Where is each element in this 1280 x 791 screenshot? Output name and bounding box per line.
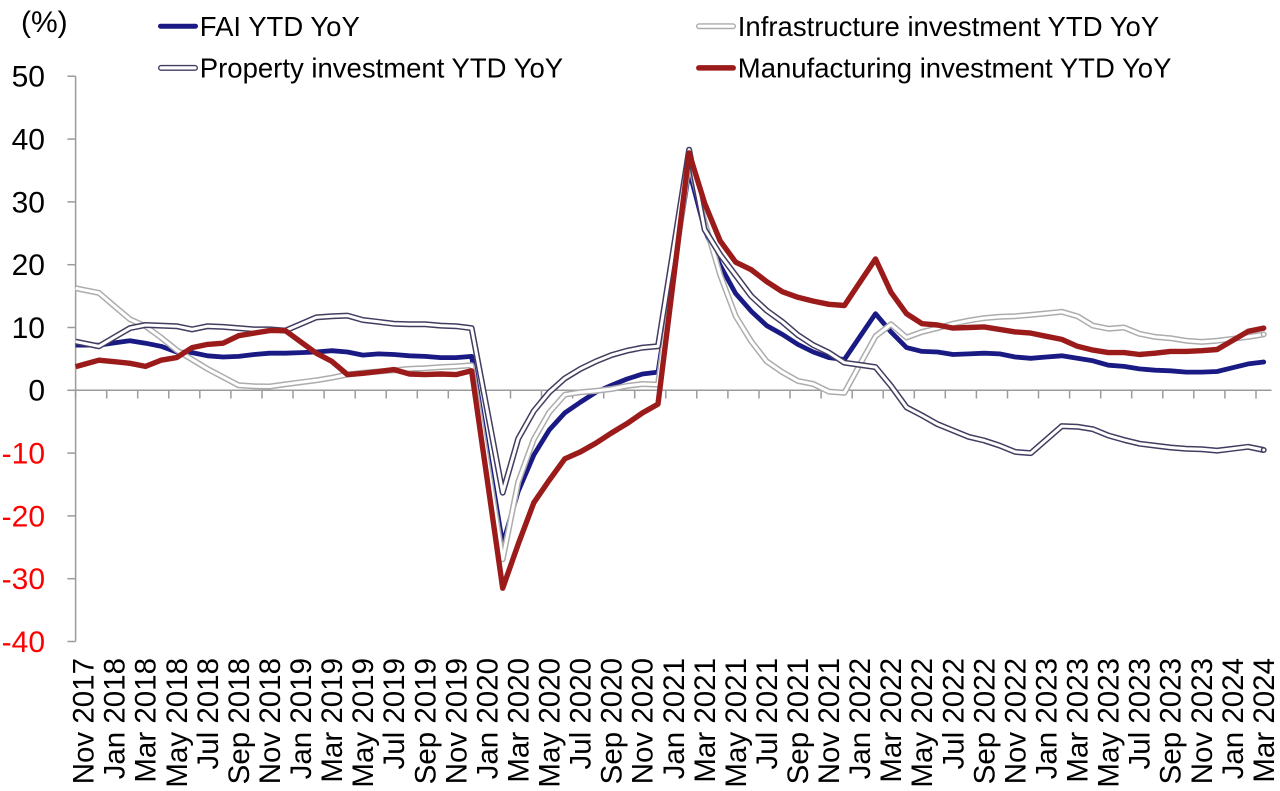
svg-text:May 2023: May 2023: [1093, 658, 1126, 786]
svg-text:Mar 2023: Mar 2023: [1062, 658, 1095, 783]
svg-text:10: 10: [12, 312, 45, 345]
svg-text:0: 0: [28, 375, 45, 408]
svg-text:-40: -40: [2, 626, 45, 659]
svg-text:-10: -10: [2, 438, 45, 471]
svg-text:-30: -30: [2, 563, 45, 596]
svg-text:Jul 2020: Jul 2020: [565, 658, 598, 770]
svg-text:Jan 2018: Jan 2018: [99, 658, 132, 779]
svg-text:Mar 2022: Mar 2022: [875, 658, 908, 783]
svg-text:Jan 2020: Jan 2020: [471, 658, 504, 779]
svg-text:50: 50: [12, 61, 45, 94]
svg-text:Sep 2023: Sep 2023: [1155, 658, 1188, 784]
svg-text:Sep 2019: Sep 2019: [409, 658, 442, 784]
svg-text:Jan 2022: Jan 2022: [844, 658, 877, 779]
svg-text:40: 40: [12, 124, 45, 157]
svg-text:-20: -20: [2, 500, 45, 533]
svg-text:Nov 2020: Nov 2020: [627, 658, 660, 784]
svg-text:20: 20: [12, 249, 45, 282]
svg-text:Jan 2019: Jan 2019: [285, 658, 318, 779]
svg-text:Jan 2024: Jan 2024: [1217, 658, 1250, 779]
svg-text:Sep 2021: Sep 2021: [782, 658, 815, 784]
svg-text:Mar 2020: Mar 2020: [502, 658, 535, 783]
svg-text:May 2022: May 2022: [906, 658, 939, 786]
svg-text:Nov 2022: Nov 2022: [999, 658, 1032, 784]
svg-text:Manufacturing investment YTD Y: Manufacturing investment YTD YoY: [738, 53, 1172, 84]
svg-text:(%): (%): [21, 6, 68, 39]
svg-text:Mar 2018: Mar 2018: [130, 658, 163, 783]
svg-text:Sep 2022: Sep 2022: [968, 658, 1001, 784]
svg-text:May 2021: May 2021: [720, 658, 753, 786]
svg-text:Jan 2023: Jan 2023: [1031, 658, 1064, 779]
svg-text:Nov 2023: Nov 2023: [1186, 658, 1219, 784]
svg-text:May 2018: May 2018: [161, 658, 194, 786]
svg-text:Mar 2019: Mar 2019: [316, 658, 349, 783]
svg-text:Jul 2019: Jul 2019: [378, 658, 411, 770]
svg-text:Jul 2022: Jul 2022: [937, 658, 970, 770]
svg-text:Mar 2021: Mar 2021: [689, 658, 722, 783]
svg-text:Jul 2021: Jul 2021: [751, 658, 784, 770]
svg-text:Jul 2023: Jul 2023: [1124, 658, 1157, 770]
svg-text:Property investment YTD YoY: Property investment YTD YoY: [200, 53, 563, 84]
svg-text:Jan 2021: Jan 2021: [658, 658, 691, 779]
svg-text:30: 30: [12, 186, 45, 219]
svg-text:Sep 2020: Sep 2020: [596, 658, 629, 784]
svg-text:Nov 2019: Nov 2019: [440, 658, 473, 784]
svg-text:Infrastructure investment YTD: Infrastructure investment YTD YoY: [738, 11, 1159, 42]
svg-text:Jul 2018: Jul 2018: [192, 658, 225, 770]
svg-text:May 2020: May 2020: [534, 658, 567, 786]
svg-text:May 2019: May 2019: [347, 658, 380, 786]
svg-text:FAI YTD YoY: FAI YTD YoY: [200, 11, 360, 42]
svg-text:Sep 2018: Sep 2018: [223, 658, 256, 784]
svg-text:Nov 2018: Nov 2018: [254, 658, 287, 784]
svg-text:Mar 2024: Mar 2024: [1248, 658, 1280, 783]
svg-text:Nov 2021: Nov 2021: [813, 658, 846, 784]
svg-text:Nov 2017: Nov 2017: [68, 658, 101, 784]
